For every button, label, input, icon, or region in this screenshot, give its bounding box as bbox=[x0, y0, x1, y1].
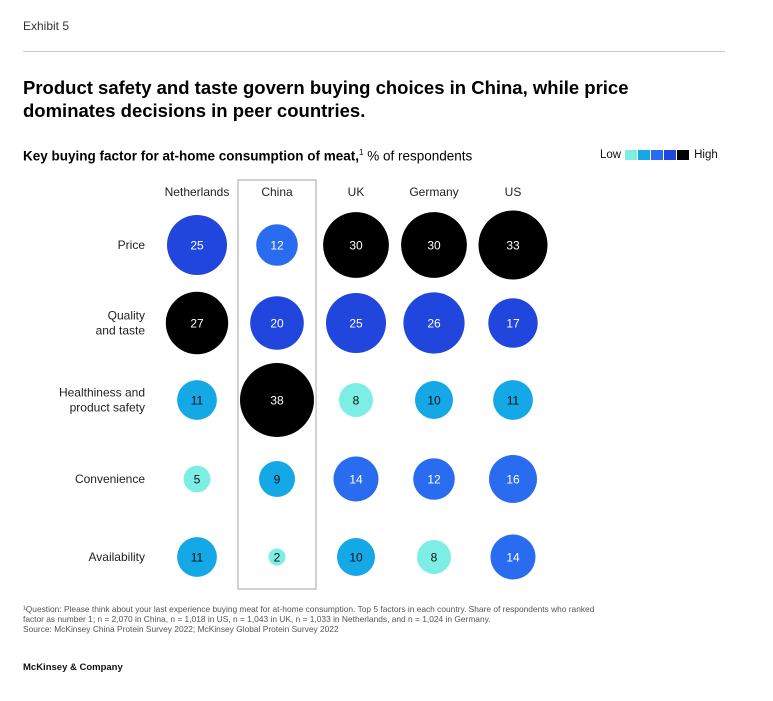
bubble bbox=[489, 455, 537, 503]
row-label-line: Price bbox=[118, 238, 146, 252]
divider bbox=[23, 51, 725, 52]
bubble-value-label: 14 bbox=[506, 551, 520, 565]
bubble bbox=[403, 292, 465, 354]
row-label-line: Quality bbox=[108, 309, 145, 323]
bubble bbox=[240, 363, 314, 437]
bubble-value-label: 30 bbox=[349, 239, 363, 253]
source-line: Source: McKinsey China Protein Survey 20… bbox=[23, 624, 339, 634]
bubble-value-label: 11 bbox=[191, 551, 204, 565]
bubble-value-label: 26 bbox=[427, 317, 441, 331]
bubble-value-label: 33 bbox=[506, 239, 520, 253]
brand-logo-text: McKinsey & Company bbox=[23, 662, 123, 673]
bubble bbox=[337, 538, 375, 576]
chart-subtitle: Key buying factor for at-home consumptio… bbox=[23, 148, 472, 164]
row-label-line: product safety bbox=[70, 401, 145, 415]
bubble-value-label: 12 bbox=[270, 239, 284, 253]
bubble-value-label: 25 bbox=[190, 239, 204, 253]
bubble bbox=[259, 461, 295, 497]
bubble bbox=[323, 212, 389, 278]
legend-high-label: High bbox=[694, 149, 718, 161]
bubble-value-label: 10 bbox=[427, 394, 441, 408]
column-header-china: China bbox=[261, 185, 293, 199]
bubble-value-label: 25 bbox=[349, 317, 363, 331]
bubble-value-label: 17 bbox=[506, 317, 520, 331]
legend-swatch-3 bbox=[651, 150, 664, 160]
row-label: Healthiness and product safety bbox=[59, 386, 145, 415]
bubble bbox=[415, 381, 453, 419]
bubble-value-label: 9 bbox=[274, 473, 281, 487]
row-label-line: Healthiness and bbox=[59, 386, 145, 400]
bubble-value-label: 14 bbox=[349, 473, 363, 487]
bubble bbox=[167, 215, 227, 275]
column-header-netherlands: Netherlands bbox=[165, 185, 230, 199]
bubble-value-label: 16 bbox=[506, 473, 520, 487]
legend-swatch-2 bbox=[638, 150, 651, 160]
bubble-value-label: 8 bbox=[353, 394, 360, 408]
bubble-value-label: 20 bbox=[270, 317, 284, 331]
bubble bbox=[177, 537, 217, 577]
bubble bbox=[333, 456, 379, 502]
column-header-germany: Germany bbox=[409, 185, 458, 199]
column-header-uk: UK bbox=[348, 185, 365, 199]
bubble bbox=[268, 548, 286, 566]
bubble bbox=[165, 291, 229, 355]
legend-swatch-5 bbox=[677, 150, 690, 160]
bubble bbox=[177, 380, 217, 420]
row-label: Availability bbox=[89, 550, 145, 564]
footnote-line-2: factor as number 1; n = 2,070 in China, … bbox=[23, 614, 491, 624]
bubble-value-label: 2 bbox=[274, 551, 281, 565]
bubble bbox=[490, 534, 536, 580]
bubble bbox=[417, 540, 451, 574]
column-header-us: US bbox=[505, 185, 522, 199]
row-label-line: and taste bbox=[96, 324, 146, 338]
row-label: Quality and taste bbox=[96, 309, 146, 338]
row-label-line: Convenience bbox=[75, 472, 145, 486]
row-label: Convenience bbox=[75, 472, 145, 486]
legend-swatches bbox=[625, 150, 690, 160]
exhibit-label: Exhibit 5 bbox=[23, 19, 70, 33]
bubble-value-label: 12 bbox=[427, 473, 441, 487]
legend-low-label: Low bbox=[600, 149, 622, 161]
bubble-value-label: 11 bbox=[507, 394, 520, 408]
bubble bbox=[493, 380, 533, 420]
highlight-box-china bbox=[237, 179, 317, 590]
unit-label: % of respondents bbox=[363, 148, 473, 164]
row-label-line: Availability bbox=[89, 550, 145, 564]
legend-swatch-1 bbox=[625, 150, 638, 160]
bubble bbox=[478, 210, 548, 280]
bubble bbox=[488, 298, 538, 348]
bubble bbox=[413, 458, 455, 500]
chart-title: Key buying factor for at-home consumptio… bbox=[23, 148, 360, 164]
footnote: ¹Question: Please think about your last … bbox=[23, 604, 743, 634]
bubble-value-label: 11 bbox=[191, 394, 204, 408]
bubble bbox=[250, 296, 304, 350]
bubble bbox=[401, 212, 467, 278]
row-label: Price bbox=[118, 238, 146, 252]
bubble-value-label: 38 bbox=[270, 394, 284, 408]
bubble-value-label: 30 bbox=[427, 239, 441, 253]
bubble bbox=[326, 293, 386, 353]
legend-swatch-4 bbox=[664, 150, 677, 160]
bubble-value-label: 8 bbox=[431, 551, 438, 565]
bubble bbox=[256, 224, 298, 266]
footnote-line-1: ¹Question: Please think about your last … bbox=[23, 604, 595, 614]
bubble-value-label: 5 bbox=[194, 473, 201, 487]
bubble-value-label: 27 bbox=[190, 317, 204, 331]
bubble bbox=[183, 465, 211, 493]
bubble bbox=[339, 383, 373, 417]
footnote-marker: 1 bbox=[359, 148, 364, 157]
bubble-value-label: 10 bbox=[349, 551, 363, 565]
color-legend: Low High bbox=[600, 149, 718, 161]
page-title: Product safety and taste govern buying c… bbox=[23, 77, 629, 121]
